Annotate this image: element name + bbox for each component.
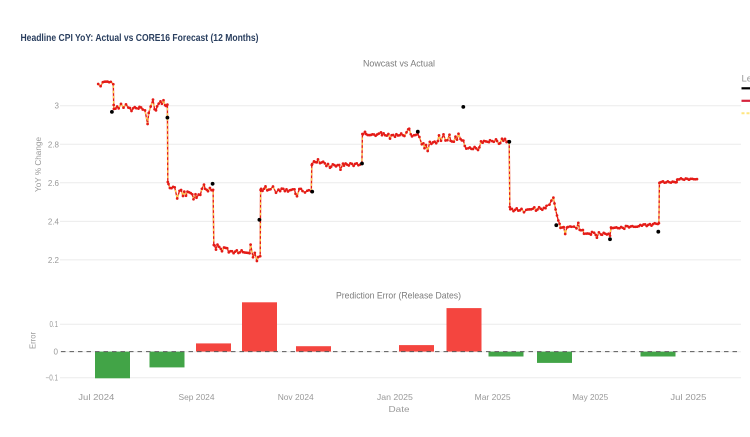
svg-text:2.8: 2.8 <box>48 140 60 149</box>
svg-text:Nov 2024: Nov 2024 <box>278 392 314 402</box>
svg-text:Nowcast vs Actual: Nowcast vs Actual <box>363 59 435 70</box>
svg-text:2.2: 2.2 <box>48 256 60 265</box>
svg-text:Prediction Error (Release Date: Prediction Error (Release Dates) <box>336 291 461 302</box>
svg-text:Legend: Legend <box>742 74 750 85</box>
svg-text:0.1: 0.1 <box>50 320 59 329</box>
svg-text:May 2025: May 2025 <box>572 392 608 402</box>
svg-text:Mar 2025: Mar 2025 <box>475 392 511 402</box>
svg-text:−0.1: −0.1 <box>46 374 59 383</box>
svg-text:Jul 2024: Jul 2024 <box>78 392 114 402</box>
svg-text:Headline CPI YoY: Actual vs CO: Headline CPI YoY: Actual vs CORE16 Forec… <box>21 33 259 44</box>
svg-text:Jul 2025: Jul 2025 <box>670 392 706 402</box>
svg-text:Jan 2025: Jan 2025 <box>377 392 413 402</box>
svg-text:Sep 2024: Sep 2024 <box>179 392 215 402</box>
svg-text:0: 0 <box>54 348 59 357</box>
svg-text:Error: Error <box>29 332 38 349</box>
svg-text:YoY % Change: YoY % Change <box>34 136 43 192</box>
svg-text:2.6: 2.6 <box>48 179 60 188</box>
svg-text:Date: Date <box>389 404 410 414</box>
svg-text:2.4: 2.4 <box>48 217 60 226</box>
svg-text:3: 3 <box>55 102 60 111</box>
